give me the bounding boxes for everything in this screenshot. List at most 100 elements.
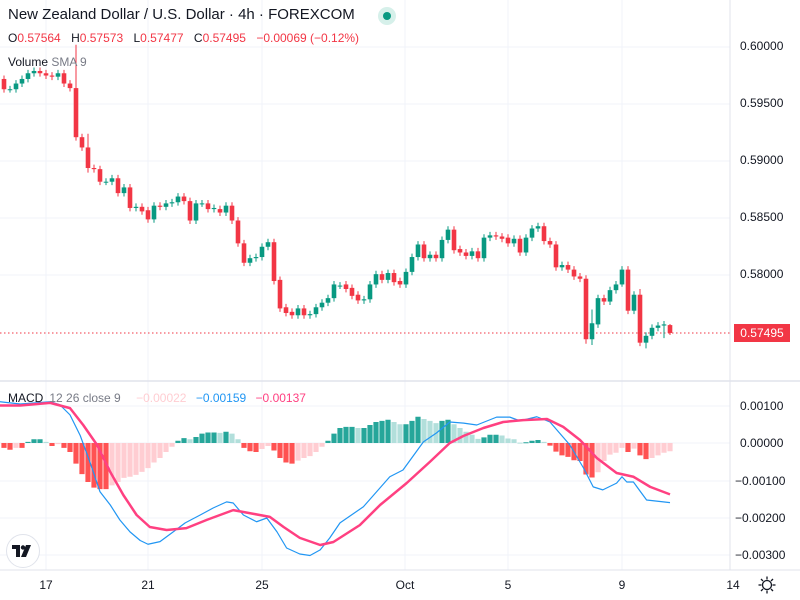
macd-histogram-bar [391, 422, 397, 443]
macd-histogram-bar [607, 443, 613, 455]
candle-body [157, 205, 163, 207]
price-axis-label: 0.60000 [740, 39, 784, 53]
candle-body [37, 70, 43, 74]
candle-body [223, 205, 229, 213]
macd-histogram-bar [295, 443, 301, 461]
macd-histogram-bar [37, 439, 43, 443]
candle-body [439, 239, 445, 259]
close-label: C [193, 31, 203, 45]
macd-histogram-bar [559, 443, 565, 456]
candle-body [25, 73, 31, 79]
tradingview-logo-icon[interactable] [6, 534, 40, 568]
macd-histogram-bar [31, 439, 37, 443]
candle-body [361, 299, 367, 301]
candle-body [91, 168, 97, 170]
candle-body [529, 228, 535, 238]
macd-histogram-bar [505, 438, 511, 443]
macd-histogram-bar [601, 443, 607, 461]
candle-body [379, 274, 385, 280]
candle-body [505, 237, 511, 244]
candle-body [499, 236, 505, 239]
candle-body [235, 220, 241, 244]
macd-histogram-bar [637, 443, 643, 456]
candle-body [313, 307, 319, 315]
time-axis-label: 25 [255, 578, 269, 592]
macd-line [0, 401, 671, 557]
market-open-status-icon[interactable] [378, 7, 396, 25]
macd-histogram-bar [577, 443, 583, 461]
macd-histogram-bar [235, 439, 241, 443]
candle-body [265, 242, 271, 247]
macd-histogram-bar [613, 443, 619, 453]
macd-histogram-bar [265, 443, 271, 446]
macd-histogram-bar [253, 443, 259, 452]
candle-body [115, 178, 121, 194]
candle-body [469, 251, 475, 256]
candle-body [217, 209, 223, 213]
candle-body [343, 284, 349, 290]
macd-histogram-bar [325, 440, 331, 443]
candle-body [175, 196, 181, 203]
open-value: 0.57564 [17, 31, 61, 45]
price-axis-label: 0.58000 [740, 267, 784, 281]
macd-histogram-bar [19, 443, 25, 448]
candle-body [103, 181, 109, 183]
low-value: 0.57477 [140, 31, 184, 45]
macd-legend[interactable]: MACD 12 26 close 9 −0.00022 −0.00159 −0.0… [8, 391, 312, 405]
macd-histogram-bar [271, 443, 277, 451]
macd-histogram-bar [169, 443, 175, 447]
candle-body [427, 254, 433, 259]
macd-histogram-bar [133, 443, 139, 475]
macd-histogram-bar [643, 443, 649, 460]
candle-body [43, 73, 49, 76]
candle-body [133, 206, 139, 208]
macd-histogram-bar [187, 439, 193, 443]
macd-histogram-bar [583, 443, 589, 475]
chart-settings-icon[interactable] [758, 576, 776, 594]
macd-axis-label: 0.00100 [740, 399, 784, 413]
candle-body [475, 251, 481, 259]
candle-body [643, 335, 649, 343]
symbol-title[interactable]: New Zealand Dollar / U.S. Dollar · 4h · … [8, 6, 355, 23]
candle-body [283, 307, 289, 313]
candle-body [331, 284, 337, 299]
candle-body [397, 281, 403, 285]
macd-histogram-bar [427, 420, 433, 443]
candle-body [535, 226, 541, 229]
candle-body [1, 78, 7, 90]
candle-body [229, 205, 235, 221]
close-value: 0.57495 [202, 31, 246, 45]
candle-body [295, 308, 301, 316]
macd-histogram-bar [535, 440, 541, 443]
macd-histogram-bar [79, 443, 85, 475]
macd-histogram-bar [97, 443, 103, 490]
macd-histogram-bar [655, 443, 661, 456]
volume-legend[interactable]: Volume SMA 9 [8, 55, 87, 69]
macd-histogram-bar [421, 419, 427, 443]
time-axis-label: 5 [504, 578, 512, 592]
macd-histogram-bar [355, 428, 361, 443]
macd-histogram-bar [289, 443, 295, 464]
candle-body [307, 314, 313, 316]
macd-histogram-bar [157, 443, 163, 458]
macd-histogram-bar [511, 439, 517, 443]
macd-pane [0, 401, 673, 557]
macd-histogram-bar [403, 424, 409, 443]
macd-histogram-bar [223, 431, 229, 443]
macd-histogram-bar [379, 420, 385, 443]
volume-label: Volume [8, 55, 49, 69]
macd-histogram-bar [319, 443, 325, 447]
candle-body [583, 278, 589, 340]
macd-histogram-bar [13, 443, 19, 448]
candle-body [253, 257, 259, 259]
candle-body [163, 203, 169, 207]
macd-histogram-bar [55, 443, 61, 445]
macd-histogram-bar [475, 438, 481, 443]
macd-histogram-bar [553, 443, 559, 452]
candle-body [49, 75, 55, 77]
candle-body [73, 88, 79, 138]
candle-body [109, 178, 115, 182]
candle-body [193, 203, 199, 221]
candle-body [661, 324, 667, 326]
